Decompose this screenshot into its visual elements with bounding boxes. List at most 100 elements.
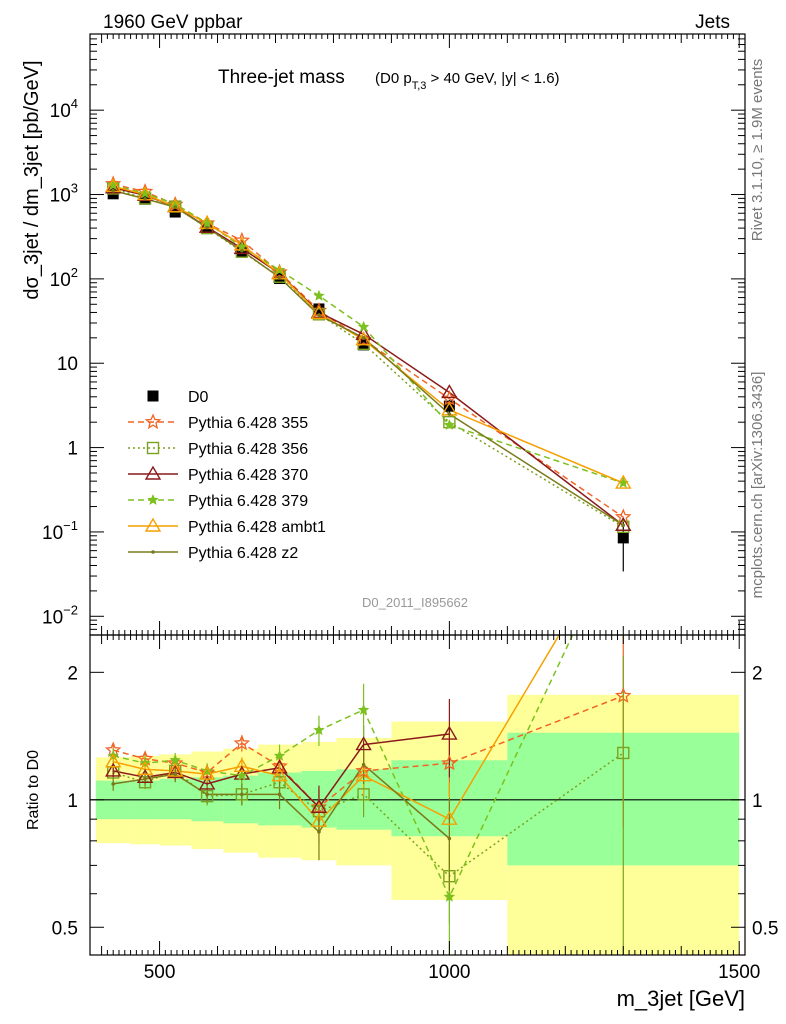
ratio-point-pythia-6-428-370 [166,764,184,779]
ratio-point-pythia-6-428-ambt1 [310,812,328,827]
y-tick-label: 103 [50,181,78,207]
ratio-point-pythia-6-428-355 [441,754,458,771]
ratio-y-tick-label-left: 0.5 [52,918,78,939]
ratio-point-pythia-6-428-370 [441,725,458,740]
ratio-point-pythia-6-428-356 [617,746,630,760]
legend-label-pythia-6-428-379: Pythia 6.428 379 [188,493,308,510]
main-line-pythia-6-428-ambt1 [113,185,624,484]
ratio-y-tick-label-right: 1 [752,791,763,812]
ratio-point-pythia-6-428-ambt1 [233,757,251,772]
ratio-point-pythia-6-428-356 [235,788,249,801]
ratio-series-markers [104,687,632,902]
ratio-point-pythia-6-428-379 [443,890,456,902]
y-tick-label: 102 [50,265,78,291]
y-tick-label: 10−2 [42,602,78,628]
main-point-pythia-6-428-379 [313,289,325,301]
ratio-y-tick-label-right: 0.5 [752,918,778,939]
main-point-pythia-6-428-379 [443,419,456,430]
main-point-pythia-6-428-z2 [361,336,366,340]
stat-uncertainty-band [159,778,192,820]
ratio-point-pythia-6-428-356 [443,870,456,883]
main-point-pythia-6-428-z2 [173,205,178,209]
main-point-pythia-6-428-z2 [111,188,115,193]
x-tick-label: 500 [144,962,176,983]
ratio-point-pythia-6-428-370 [233,765,251,780]
ratio-error-bars [112,635,624,955]
ratio-point-pythia-6-428-370 [271,759,288,774]
y-tick-label: 10 [57,354,78,375]
main-point-pythia-6-428-z2 [240,248,244,253]
y-tick-label: 10−1 [42,518,78,544]
main-point-pythia-6-428-379 [236,240,248,252]
ratio-point-pythia-6-428-z2 [447,836,452,841]
ratio-point-pythia-6-428-ambt1 [271,767,288,782]
rivet-version-label: Rivet 3.1.10, ≥ 1.9M events [749,59,766,242]
main-line-pythia-6-428-z2 [113,189,624,526]
ratio-point-pythia-6-428-z2 [277,792,282,797]
ratio-point-pythia-6-428-ambt1 [441,810,458,825]
main-point-pythia-6-428-379 [273,264,286,275]
x-tick-label: 1500 [718,962,760,983]
ratio-point-pythia-6-428-ambt1 [166,762,184,777]
header-energy: 1960 GeV ppbar [103,12,243,33]
main-point-pythia-6-428-370 [104,179,122,194]
legend-label-pythia-6-428-356: Pythia 6.428 356 [188,441,308,458]
ratio-point-pythia-6-428-379 [313,724,325,736]
main-point-pythia-6-428-370 [615,516,632,531]
main-point-pythia-6-428-ambt1 [615,474,632,489]
plot-title: Three-jet mass [218,67,345,88]
main-series-lines [112,183,624,528]
main-point-pythia-6-428-379 [617,477,629,488]
analysis-watermark: D0_2011_I895662 [362,595,468,610]
legend-marker-pythia-6-428-356 [146,441,160,455]
main-point-pythia-6-428-379 [357,320,370,332]
ratio-point-pythia-6-428-379 [273,749,286,761]
legend-marker-pythia-6-428-ambt1 [144,517,162,532]
main-point-pythia-6-428-379 [139,187,151,199]
ratio-line-pythia-6-428-379 [113,635,574,899]
header-process: Jets [695,12,730,33]
ratio-point-pythia-6-428-356 [273,776,286,789]
ratio-point-pythia-6-428-ambt1 [198,765,216,780]
main-point-pythia-6-428-355 [615,508,632,525]
ratio-line-pythia-6-428-355 [113,695,624,809]
ratio-point-pythia-6-428-z2 [317,830,321,834]
plot-subtitle: (D0 pT,3 > 40 GeV, |y| < 1.6) [375,70,560,92]
legend-label-pythia-6-428-355: Pythia 6.428 355 [188,415,308,432]
ratio-y-tick-label-left: 2 [67,663,78,684]
ratio-point-pythia-6-428-379 [169,754,181,766]
main-y-axis-title: dσ_3jet / dm_3jet [pb/GeV] [21,60,43,299]
ratio-point-pythia-6-428-370 [104,762,122,777]
ratio-point-pythia-6-428-379 [357,703,370,715]
main-point-pythia-6-428-z2 [205,225,209,230]
legend-label-pythia-6-428-370: Pythia 6.428 370 [188,467,308,484]
main-point-pythia-6-428-355 [271,263,288,280]
ratio-y-axis-title: Ratio to D0 [25,750,42,830]
legend-label-pythia-6-428-z2: Pythia 6.428 z2 [188,545,298,562]
ratio-point-pythia-6-428-355 [233,734,251,751]
main-error-bars [112,192,624,572]
ratio-point-pythia-6-428-z2 [205,792,209,797]
main-point-pythia-6-428-z2 [621,523,626,528]
main-line-pythia-6-428-356 [112,187,624,528]
main-point-d0 [617,532,629,544]
plot-subtitle-text: (D0 pT,3 > 40 GeV, |y| < 1.6) [375,70,560,92]
ratio-point-pythia-6-428-370 [310,798,328,813]
main-line-pythia-6-428-355 [113,183,624,518]
ratio-y-tick-label-left: 1 [67,791,78,812]
legend-label-pythia-6-428-ambt1: Pythia 6.428 ambt1 [188,519,326,536]
ratio-point-pythia-6-428-z2 [173,772,178,776]
main-series-markers [104,175,632,544]
main-point-pythia-6-428-370 [233,239,251,255]
main-point-pythia-6-428-ambt1 [310,304,328,320]
ratio-point-pythia-6-428-z2 [361,762,366,767]
ratio-y-tick-label-right: 2 [752,663,763,684]
ratio-point-pythia-6-428-370 [198,775,216,790]
legend: D0 Pythia 6.428 355 Pythia 6.428 356 Pythia… [128,389,326,562]
x-axis-title: m_3jet [GeV] [617,986,745,1011]
ratio-line-pythia-6-428-ambt1 [113,635,561,823]
ratio-point-pythia-6-428-370 [136,768,154,784]
y-tick-label: 104 [50,96,78,122]
ratio-point-pythia-6-428-z2 [240,792,244,797]
